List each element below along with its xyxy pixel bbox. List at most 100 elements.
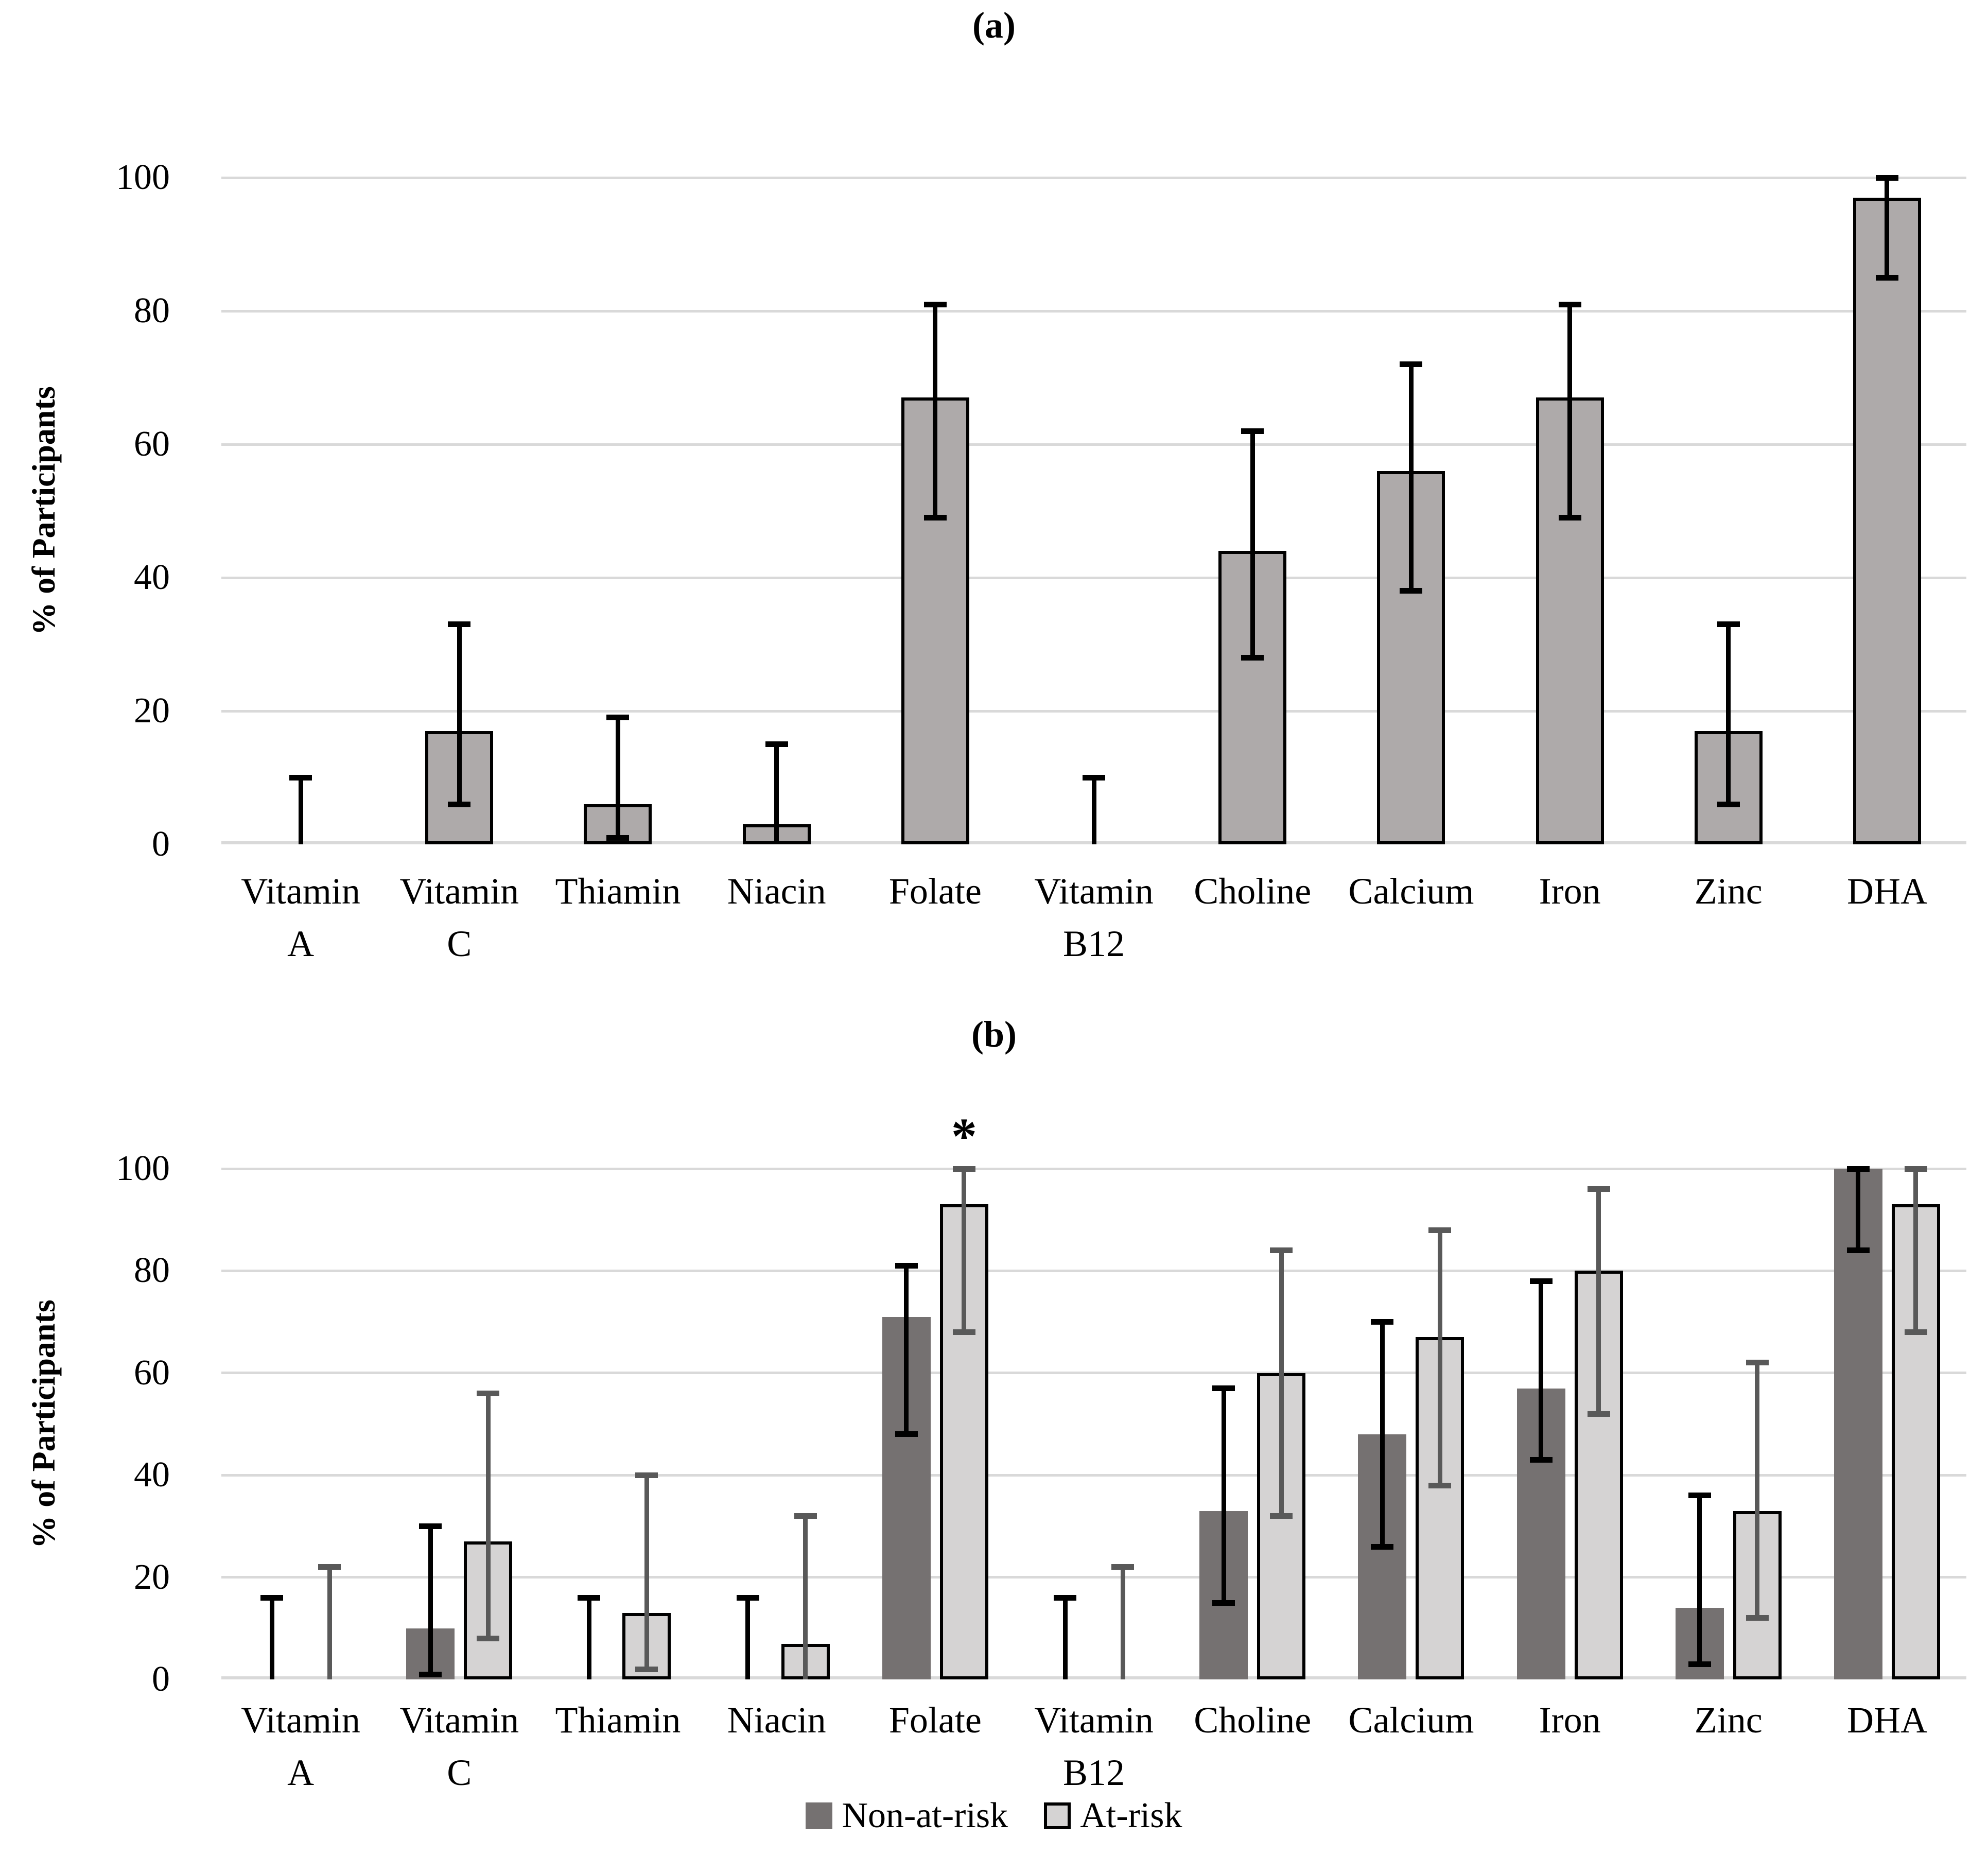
error-bar-cap-bottom (1241, 654, 1264, 661)
error-bar-line (1062, 1598, 1068, 1679)
x-category-label-Folate: Folate (856, 865, 1015, 970)
error-bar-line (644, 1475, 649, 1670)
x-category-label-line: Vitamin (399, 1699, 519, 1741)
error-bar-cap-top (1587, 1186, 1610, 1192)
gridline-80 (221, 309, 1966, 313)
category-cell-Choline (1173, 1169, 1332, 1679)
y-tick-label-40: 40 (134, 1455, 170, 1495)
error-bar-line (1221, 1388, 1226, 1603)
category-cell-Vitamin A (221, 178, 380, 844)
error-bar-cap-bottom (419, 1671, 442, 1677)
error-bar-cap-top (1241, 428, 1264, 434)
gridline-20 (221, 709, 1966, 713)
y-tick-label-0: 0 (152, 824, 170, 864)
x-category-label-Folate: Folate (856, 1694, 1015, 1799)
error-bar-cap-top (419, 1523, 442, 1529)
error-bar-cap-bottom (1587, 1411, 1610, 1417)
x-category-label-line: Folate (888, 871, 982, 912)
category-cell-Iron (1491, 178, 1649, 844)
error-bar-line (1856, 1169, 1861, 1251)
error-bar-line (774, 744, 779, 844)
gridline-0 (221, 1676, 1966, 1679)
error-bar-line (1120, 1567, 1125, 1679)
error-bar-cap-top (1111, 1564, 1135, 1570)
error-bar-line (1885, 178, 1890, 278)
panel-b-y-axis-ticks: 0 20 40 60 80 100 (0, 1151, 170, 1697)
category-cell-Thiamin (538, 178, 697, 844)
error-bar-cap-top (448, 621, 471, 628)
error-bar-line (1726, 624, 1731, 805)
x-category-label-line: C (447, 923, 472, 965)
error-bar-line (745, 1598, 751, 1679)
error-bar-cap-top (1428, 1227, 1452, 1233)
error-bar-cap-top (1746, 1360, 1769, 1366)
panel-b-x-axis-labels: Vitamin A Vitamin C Thiamin Niacin Folate Vitam… (221, 1694, 1966, 1799)
x-category-label-Calcium: Calcium (1332, 1694, 1490, 1799)
error-bar-line (1539, 1281, 1544, 1460)
x-category-label-line: Thiamin (555, 871, 681, 912)
x-category-label-Thiamin: Thiamin (538, 1694, 697, 1799)
category-cell-Thiamin (538, 1169, 697, 1679)
error-bar-cap-top (578, 1594, 601, 1601)
error-bar-line (1596, 1189, 1601, 1414)
x-category-label-line: Calcium (1348, 1699, 1474, 1741)
y-tick-label-80: 80 (134, 291, 170, 331)
panel-a-y-axis-ticks: 0 20 40 60 80 100 (0, 160, 170, 862)
error-bar-cap-bottom (895, 1431, 918, 1437)
x-category-label-line: Vitamin (241, 1699, 360, 1741)
error-bar-line (269, 1598, 274, 1679)
gridline-100 (221, 1167, 1966, 1170)
category-cell-DHA (1808, 1166, 1966, 1679)
error-bar-cap-top (1717, 621, 1740, 628)
x-category-label-Calcium: Calcium (1332, 865, 1490, 970)
category-cell-DHA (1808, 175, 1966, 844)
category-cell-Niacin (697, 178, 856, 844)
x-category-label-Niacin: Niacin (697, 1694, 856, 1799)
error-bar-line (1697, 1495, 1702, 1664)
bar-Non-at-risk-DHA (1834, 1169, 1882, 1679)
error-bar-cap-top (1371, 1319, 1394, 1325)
error-bar-cap-top (1688, 1493, 1711, 1499)
error-bar-cap-top (635, 1472, 658, 1478)
category-cell-Calcium (1332, 1169, 1490, 1679)
legend-label-at-risk: At-risk (1080, 1796, 1182, 1835)
category-cell-Folate: * (856, 1111, 1015, 1679)
x-category-label-Vitamin C: Vitamin C (380, 1694, 538, 1799)
error-bar-cap-top (952, 1166, 975, 1172)
error-bar-line (327, 1567, 332, 1679)
error-bar-cap-top (1529, 1278, 1553, 1284)
y-tick-label-60: 60 (134, 424, 170, 464)
y-tick-label-80: 80 (134, 1251, 170, 1291)
x-category-label-Iron: Iron (1491, 1694, 1649, 1799)
x-category-label-line: Niacin (727, 1699, 826, 1741)
y-tick-label-20: 20 (134, 1557, 170, 1597)
error-bar-line (933, 304, 938, 518)
gridline-20 (221, 1576, 1966, 1579)
y-tick-label-100: 100 (116, 158, 170, 197)
y-tick-label-0: 0 (152, 1659, 170, 1699)
error-bar-cap-top (289, 775, 312, 780)
error-bar-cap-top (1270, 1247, 1293, 1254)
error-bar-cap-bottom (1371, 1543, 1394, 1550)
error-bar-line (1279, 1250, 1284, 1516)
x-category-label-line: Niacin (727, 871, 826, 912)
x-category-label-line: Folate (888, 1699, 982, 1741)
error-bar-line (1913, 1169, 1919, 1332)
x-category-label-Thiamin: Thiamin (538, 865, 697, 970)
x-category-label-Vitamin A: Vitamin A (221, 865, 380, 970)
error-bar-line (962, 1169, 967, 1332)
category-cell-Vitamin C (380, 178, 538, 844)
x-category-label-Niacin: Niacin (697, 865, 856, 970)
error-bar-line (1437, 1230, 1442, 1486)
x-category-label-DHA: DHA (1808, 865, 1966, 970)
error-bar-cap-top (736, 1594, 759, 1601)
y-tick-label-20: 20 (134, 691, 170, 731)
error-bar-line (586, 1598, 591, 1679)
panel-b-plot-area: * (221, 1111, 1966, 1679)
x-category-label-line: Zinc (1694, 1699, 1763, 1741)
error-bar-cap-bottom (1717, 801, 1740, 807)
error-bar-cap-bottom (1212, 1600, 1235, 1606)
error-bar-cap-bottom (1746, 1615, 1769, 1621)
x-category-label-line: Iron (1539, 871, 1601, 912)
error-bar-cap-top (1875, 175, 1898, 181)
